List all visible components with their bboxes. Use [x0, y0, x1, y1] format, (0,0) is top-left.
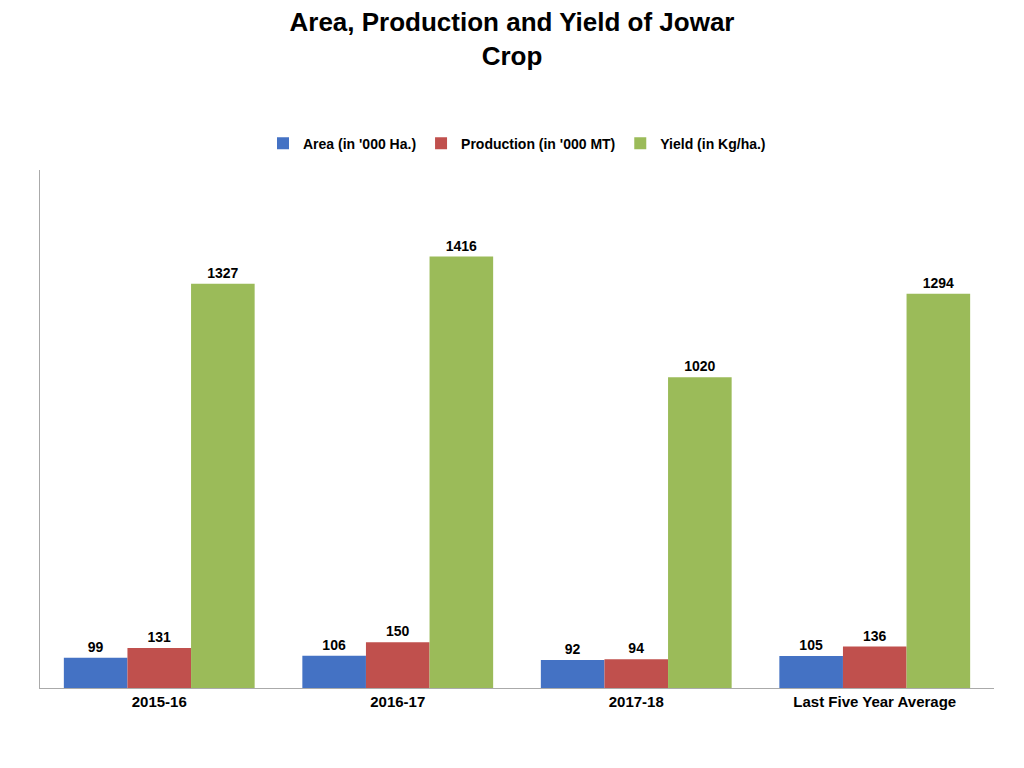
- svg-text:136: 136: [863, 628, 887, 644]
- svg-text:105: 105: [799, 637, 823, 653]
- svg-text:106: 106: [322, 637, 346, 653]
- svg-text:1416: 1416: [446, 238, 477, 254]
- svg-text:2015-16: 2015-16: [132, 693, 187, 710]
- svg-text:Last Five Year Average: Last Five Year Average: [793, 693, 956, 710]
- svg-text:1294: 1294: [923, 275, 954, 291]
- svg-text:Production (in '000 MT): Production (in '000 MT): [461, 136, 615, 152]
- svg-text:2016-17: 2016-17: [370, 693, 425, 710]
- svg-text:Area (in '000 Ha.): Area (in '000 Ha.): [303, 136, 416, 152]
- svg-text:99: 99: [88, 639, 104, 655]
- svg-text:94: 94: [628, 640, 644, 656]
- svg-text:Area, Production and Yield of: Area, Production and Yield of JowarCrop: [290, 7, 735, 71]
- svg-text:1327: 1327: [207, 265, 238, 281]
- svg-text:92: 92: [565, 641, 581, 657]
- svg-text:150: 150: [386, 623, 410, 639]
- svg-text:131: 131: [147, 629, 171, 645]
- svg-text:2017-18: 2017-18: [609, 693, 664, 710]
- svg-text:Yield (in Kg/ha.): Yield (in Kg/ha.): [660, 136, 765, 152]
- svg-text:1020: 1020: [684, 358, 715, 374]
